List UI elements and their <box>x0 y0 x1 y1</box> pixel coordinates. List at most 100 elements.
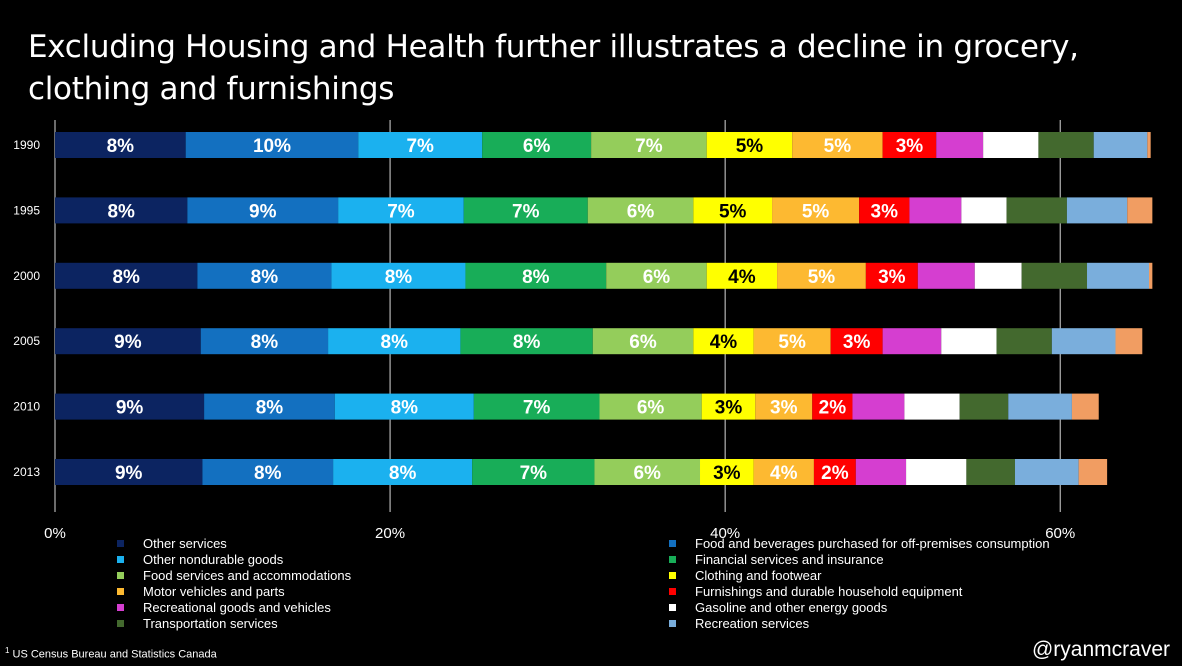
x-tick-label: 0% <box>44 525 66 542</box>
bar-segment <box>974 262 1022 289</box>
bar-segment <box>772 197 860 224</box>
data-label: 8% <box>389 463 417 484</box>
data-label: 7% <box>635 136 663 157</box>
legend-label: Other services <box>143 536 227 551</box>
legend-label: Transportation services <box>143 616 278 631</box>
bar-segment <box>55 262 198 289</box>
bar-segment <box>859 197 910 224</box>
legend-swatch <box>669 540 676 547</box>
data-label: 8% <box>522 267 550 288</box>
data-label: 8% <box>391 398 419 419</box>
bar-segment <box>202 459 334 485</box>
x-tick-label: 20% <box>375 525 405 542</box>
bar-segment <box>1127 197 1153 224</box>
data-label: 9% <box>115 463 143 484</box>
bar-segment <box>904 393 960 420</box>
bar-segment <box>187 197 339 224</box>
data-label: 2% <box>819 398 847 419</box>
bar-segment <box>693 197 773 224</box>
bar-segment <box>465 262 607 289</box>
bar-segment <box>882 132 937 158</box>
bar-segment <box>812 393 853 420</box>
data-label: 5% <box>808 267 836 288</box>
bar-segment <box>1071 393 1099 420</box>
data-label: 8% <box>251 267 279 288</box>
data-label: 8% <box>107 136 135 157</box>
data-label: 5% <box>719 201 747 222</box>
data-label: 7% <box>512 201 540 222</box>
bar-segment <box>996 328 1052 355</box>
data-label: 7% <box>406 136 434 157</box>
bar-segment <box>204 393 335 420</box>
data-label: 6% <box>627 201 655 222</box>
bar-segment <box>185 132 359 158</box>
data-label: 3% <box>713 463 741 484</box>
legend-swatch <box>117 540 124 547</box>
y-tick-label: 1995 <box>13 203 40 217</box>
footnote-text: US Census Bureau and Statistics Canada <box>9 648 217 661</box>
data-label: 3% <box>878 267 906 288</box>
legend-label: Motor vehicles and parts <box>143 584 285 599</box>
bar-segment <box>961 197 1007 224</box>
bar-segment <box>1087 262 1149 289</box>
legend-swatch <box>117 604 124 611</box>
bar-segment <box>700 459 754 485</box>
data-label: 5% <box>802 201 830 222</box>
bar-segment <box>777 262 866 289</box>
bar-segment <box>830 328 883 355</box>
bar-segment <box>591 132 707 158</box>
bar-segment <box>755 393 813 420</box>
bar-segment <box>1149 262 1153 289</box>
legend-swatch <box>117 620 124 627</box>
legend-swatch <box>117 556 124 563</box>
bar-segment <box>966 459 1015 485</box>
x-tick-label: 40% <box>710 525 740 542</box>
x-tick-label: 60% <box>1045 525 1075 542</box>
data-label: 5% <box>824 136 852 157</box>
bar-segment <box>331 262 466 289</box>
legend-label: Gasoline and other energy goods <box>695 600 888 615</box>
bar-segment <box>460 328 593 355</box>
bar-segment <box>983 132 1039 158</box>
data-label: 6% <box>643 267 671 288</box>
data-label: 7% <box>520 463 548 484</box>
y-tick-label: 2013 <box>13 465 40 479</box>
bar-segment <box>865 262 918 289</box>
data-label: 2% <box>821 463 849 484</box>
y-tick-label: 2005 <box>13 334 40 348</box>
bar-segment <box>1147 132 1151 158</box>
bar-segment <box>959 393 1009 420</box>
legend-swatch <box>669 604 676 611</box>
y-tick-label: 2000 <box>13 269 40 283</box>
legend-label: Food and beverages purchased for off-pre… <box>695 536 1050 551</box>
bar-segment <box>753 459 814 485</box>
bar-segment <box>472 459 595 485</box>
bar-segment <box>855 459 907 485</box>
bar-segment <box>197 262 332 289</box>
data-label: 8% <box>256 398 284 419</box>
data-label: 6% <box>633 463 661 484</box>
data-label: 5% <box>736 136 764 157</box>
footnote-marker: 1 <box>5 646 10 655</box>
stacked-bar-chart: 0% 20% 40% 60% 1990 8% 10% 7% 6% 7% 5% 5% 3% 1995 8% 9%… <box>13 120 1153 542</box>
bar-segment <box>693 328 754 355</box>
legend-swatch <box>669 620 676 627</box>
legend-label: Financial services and insurance <box>695 552 884 567</box>
bar-segment <box>333 459 473 485</box>
data-label: 10% <box>253 136 291 157</box>
bar-segment <box>1078 459 1108 485</box>
bar-segment <box>200 328 329 355</box>
bar-segment <box>55 197 188 224</box>
bar-segment <box>1051 328 1116 355</box>
bar-segment <box>1115 328 1143 355</box>
bar-segment <box>852 393 905 420</box>
data-label: 6% <box>629 332 657 353</box>
legend-swatch <box>117 588 124 595</box>
data-label: 3% <box>770 398 798 419</box>
bar-segment <box>1038 132 1094 158</box>
y-tick-label: 2010 <box>13 400 40 414</box>
bar-segment <box>1021 262 1088 289</box>
bar-segment <box>917 262 975 289</box>
data-label: 8% <box>112 267 140 288</box>
data-label: 9% <box>114 332 142 353</box>
